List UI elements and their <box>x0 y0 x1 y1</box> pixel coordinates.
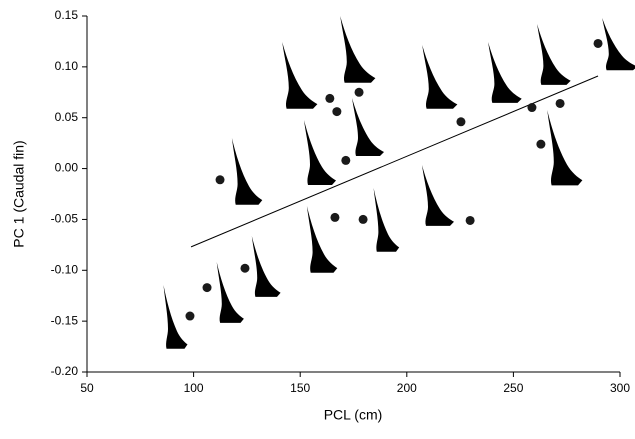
x-tick-label: 100 <box>184 381 204 395</box>
x-tick-label: 200 <box>397 381 417 395</box>
y-axis-title: PC 1 (Caudal fin) <box>11 140 27 247</box>
point <box>594 39 603 48</box>
x-tick-label: 50 <box>80 381 94 395</box>
fin-silhouette <box>374 188 400 252</box>
point <box>355 88 364 97</box>
point <box>203 283 212 292</box>
x-tick-label: 250 <box>503 381 523 395</box>
point <box>466 216 475 225</box>
fin-silhouette <box>537 24 571 85</box>
point <box>536 140 545 149</box>
point <box>240 264 249 273</box>
point <box>325 94 334 103</box>
point <box>527 103 536 112</box>
y-tick-label: -0.10 <box>51 262 79 276</box>
fin-silhouette <box>602 18 635 70</box>
x-axis-title: PCL (cm) <box>324 407 383 423</box>
fin-silhouette <box>282 42 317 109</box>
fin-silhouette <box>217 262 244 323</box>
fin-silhouette <box>232 138 262 205</box>
fin-silhouettes <box>164 16 635 349</box>
fin-silhouette <box>488 42 522 103</box>
point <box>556 99 565 108</box>
x-tick-label: 150 <box>290 381 310 395</box>
y-tick-label: 0.00 <box>55 161 79 175</box>
y-tick-label: -0.15 <box>51 313 79 327</box>
fin-silhouette <box>164 285 188 349</box>
fin-silhouette <box>422 165 454 226</box>
fin-silhouette <box>340 16 375 83</box>
y-tick-label: 0.15 <box>55 8 79 22</box>
fin-silhouette <box>304 120 336 185</box>
y-tick-label: -0.20 <box>51 364 79 378</box>
x-tick-label: 300 <box>610 381 630 395</box>
point <box>216 175 225 184</box>
point <box>456 117 465 126</box>
y-tick-label: -0.05 <box>51 212 79 226</box>
fin-silhouette <box>352 98 384 156</box>
point <box>332 107 341 116</box>
y-tick-label: 0.05 <box>55 110 79 124</box>
point <box>341 156 350 165</box>
point <box>185 312 194 321</box>
fin-silhouette <box>422 45 457 109</box>
fit-line <box>191 76 598 247</box>
fin-silhouette <box>547 110 582 185</box>
point <box>330 213 339 222</box>
y-tick-label: 0.10 <box>55 59 79 73</box>
point <box>359 215 368 224</box>
fin-silhouette <box>252 236 281 297</box>
